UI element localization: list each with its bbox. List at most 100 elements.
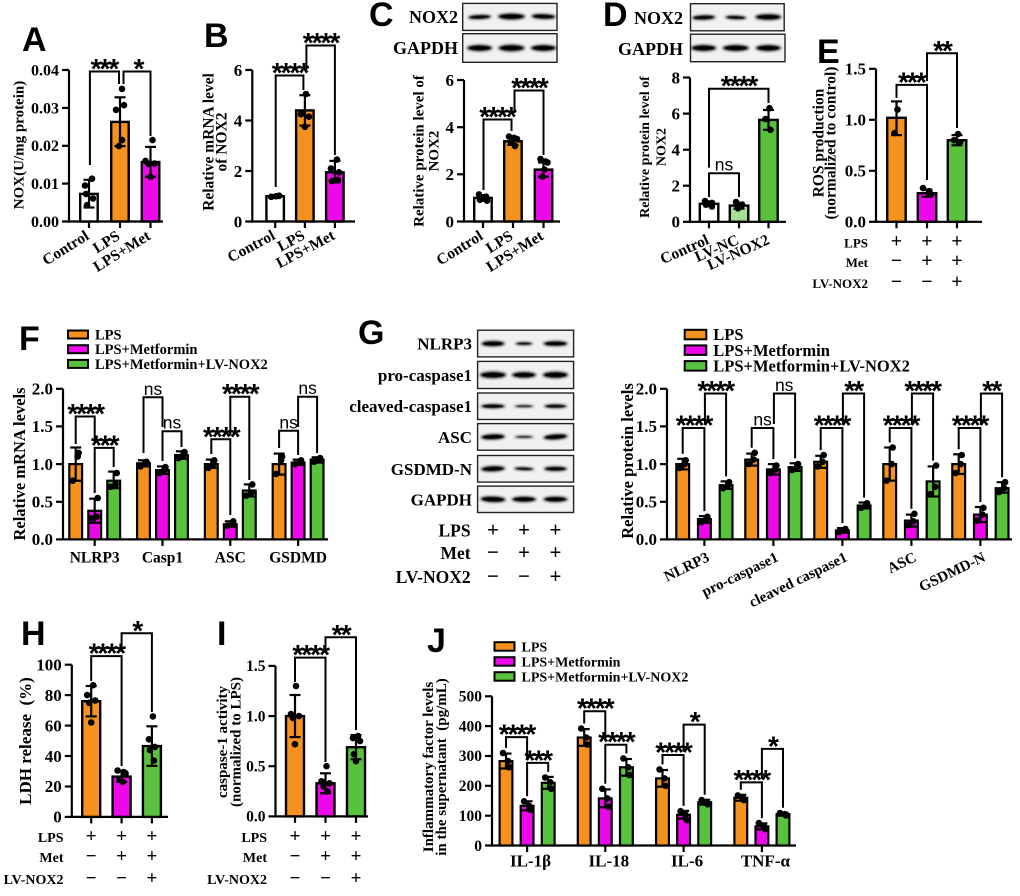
svg-text:0: 0	[234, 212, 243, 231]
svg-text:****: ****	[883, 410, 921, 441]
svg-text:**: **	[844, 375, 864, 406]
svg-text:+: +	[146, 846, 157, 867]
svg-text:+: +	[518, 518, 530, 542]
svg-text:NLRP3: NLRP3	[70, 550, 120, 567]
svg-text:ns: ns	[298, 378, 317, 398]
svg-text:J: J	[427, 622, 446, 660]
svg-text:****: ****	[479, 101, 517, 132]
svg-text:60: 60	[45, 716, 62, 735]
svg-text:−: −	[320, 868, 331, 889]
svg-text:2: 2	[234, 162, 243, 181]
svg-text:−: −	[86, 868, 97, 889]
svg-text:+: +	[550, 540, 562, 564]
svg-text:+: +	[146, 826, 157, 847]
svg-text:Met: Met	[39, 851, 63, 866]
svg-text:IL-6: IL-6	[671, 852, 703, 871]
svg-text:0.01: 0.01	[31, 176, 59, 193]
svg-text:LPS: LPS	[38, 831, 64, 846]
svg-text:NOX2: NOX2	[655, 128, 670, 166]
svg-text:+: +	[290, 826, 301, 847]
svg-text:0.5: 0.5	[246, 759, 266, 776]
svg-text:TNF-α: TNF-α	[741, 852, 791, 871]
svg-text:****: ****	[655, 737, 693, 768]
svg-text:1.0: 1.0	[32, 455, 53, 474]
svg-text:6: 6	[446, 71, 455, 90]
svg-text:GAPDH: GAPDH	[618, 39, 683, 59]
svg-text:6: 6	[234, 61, 243, 80]
svg-text:−: −	[86, 846, 97, 867]
svg-text:B: B	[204, 17, 229, 55]
svg-text:LPS: LPS	[438, 521, 470, 541]
svg-text:IL-18: IL-18	[588, 852, 629, 871]
svg-text:caspase-1 activity: caspase-1 activity	[215, 685, 231, 798]
svg-text:GAPDH: GAPDH	[393, 38, 458, 58]
svg-text:LPS: LPS	[95, 327, 122, 343]
svg-text:Met: Met	[440, 543, 470, 563]
svg-text:+: +	[320, 846, 331, 867]
svg-text:1.5: 1.5	[246, 658, 266, 675]
svg-text:−: −	[518, 564, 530, 588]
svg-text:NOX(U/mg protein): NOX(U/mg protein)	[12, 81, 28, 209]
svg-text:+: +	[146, 868, 157, 889]
svg-text:GSDMD: GSDMD	[269, 550, 327, 567]
svg-text:of NOX2: of NOX2	[214, 112, 231, 171]
svg-text:0.04: 0.04	[31, 62, 59, 79]
svg-text:LPS: LPS	[713, 325, 743, 344]
svg-text:I: I	[217, 615, 226, 653]
svg-text:0.0: 0.0	[246, 809, 266, 826]
svg-text:−: −	[487, 540, 499, 564]
svg-text:ns: ns	[144, 379, 163, 399]
svg-text:LV-NOX2: LV-NOX2	[4, 873, 64, 888]
svg-text:500: 500	[459, 689, 483, 706]
svg-text:****: ****	[952, 410, 990, 441]
svg-text:+: +	[921, 250, 932, 272]
svg-text:Relative mRNA levels: Relative mRNA levels	[10, 387, 29, 541]
svg-text:****: ****	[303, 27, 341, 58]
svg-text:+: +	[891, 231, 902, 253]
svg-text:Relative protein level of: Relative protein level of	[412, 74, 428, 227]
svg-text:C: C	[369, 0, 394, 34]
svg-text:****: ****	[676, 410, 714, 441]
svg-text:+: +	[116, 846, 127, 867]
svg-text:****: ****	[222, 378, 260, 409]
svg-text:****: ****	[499, 719, 537, 750]
svg-text:+: +	[550, 564, 562, 588]
svg-text:Inflammatory factor levels: Inflammatory factor levels	[421, 682, 437, 853]
svg-text:+: +	[351, 846, 362, 867]
svg-text:+: +	[86, 826, 97, 847]
svg-text:****: ****	[734, 764, 772, 795]
svg-text:****: ****	[272, 57, 310, 88]
svg-text:LV-NOX2: LV-NOX2	[812, 276, 868, 291]
svg-text:****: ****	[67, 398, 105, 429]
svg-text:−: −	[116, 868, 127, 889]
svg-text:****: ****	[904, 375, 942, 406]
svg-text:1.0: 1.0	[246, 708, 266, 725]
svg-text:Relative protein levels: Relative protein levels	[618, 383, 637, 539]
svg-text:**: **	[332, 619, 352, 650]
svg-text:LPS+Metformin: LPS+Metformin	[95, 342, 198, 358]
svg-text:ns: ns	[163, 413, 182, 433]
svg-text:+: +	[921, 231, 932, 253]
svg-text:****: ****	[292, 639, 330, 670]
svg-text:GAPDH: GAPDH	[411, 490, 472, 509]
svg-text:**: **	[982, 375, 1002, 406]
svg-text:4: 4	[672, 140, 681, 159]
svg-text:+: +	[951, 231, 962, 253]
svg-text:0.0: 0.0	[845, 213, 866, 232]
svg-text:A: A	[22, 21, 47, 59]
svg-text:+: +	[951, 250, 962, 272]
svg-text:400: 400	[459, 718, 483, 735]
svg-text:4: 4	[446, 118, 455, 137]
svg-text:LV-NOX2: LV-NOX2	[396, 567, 471, 587]
svg-text:0: 0	[53, 808, 62, 827]
svg-text:NOX2: NOX2	[634, 8, 683, 28]
svg-text:****: ****	[203, 421, 241, 452]
svg-text:+: +	[116, 826, 127, 847]
svg-text:1.5: 1.5	[636, 417, 657, 436]
svg-text:GSDMD-N: GSDMD-N	[391, 460, 473, 479]
svg-text:ns: ns	[279, 412, 298, 432]
svg-text:Relative protein level of: Relative protein level of	[638, 76, 653, 218]
svg-text:−: −	[891, 271, 902, 293]
svg-text:NLRP3: NLRP3	[417, 335, 472, 354]
svg-text:100: 100	[459, 808, 483, 825]
